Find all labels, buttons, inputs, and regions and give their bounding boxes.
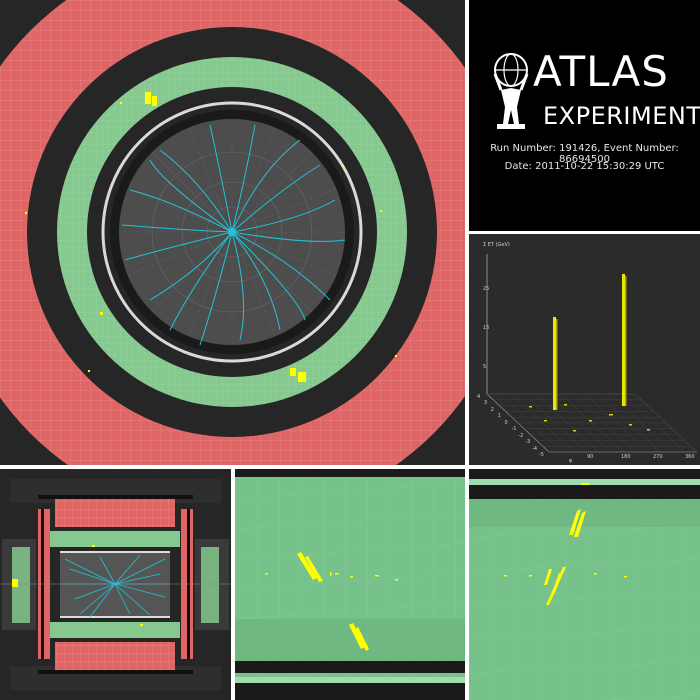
lego-x-tick: 360: [685, 454, 695, 460]
lego-plot: [486, 254, 698, 453]
lego-x-tick: 180: [621, 454, 631, 460]
experiment-logo-text: EXPERIMENT: [543, 102, 700, 130]
lego-eta-tick: 3: [483, 400, 488, 407]
solenoid-ring: [101, 101, 363, 363]
lego-y-tick: 15: [483, 325, 490, 331]
lego-y-tick: 25: [483, 286, 490, 292]
lego-small-towers: [529, 404, 650, 432]
end-view-panel: [0, 0, 465, 465]
lego-phi-label: φ: [569, 458, 573, 464]
end-view-display: [0, 0, 465, 465]
side-em-top: [50, 531, 180, 547]
lego-eta-tick: -5: [539, 452, 544, 458]
side-hadronic-top: [55, 499, 175, 527]
lego-peak-tower: [553, 317, 556, 410]
side-view-display: [0, 479, 231, 690]
lego-eta-tick: -1: [511, 426, 517, 433]
lego-eta-tick: 2: [490, 406, 494, 413]
atlas-figure-icon: [493, 53, 529, 129]
lego-peak-tower: [622, 274, 625, 406]
lego-peaks: [553, 274, 627, 410]
logo-panel: ATLAS EXPERIMENT Run Number: 191426, Eve…: [469, 0, 700, 231]
atlas-logo-text: ATLAS: [533, 47, 669, 96]
lego-eta-tick: -3: [525, 439, 531, 446]
zoom-view-2-display: [469, 469, 700, 700]
zoom-view-1-display: [235, 469, 465, 700]
zoom1-deposits: [265, 552, 398, 651]
energy-deposits: [25, 92, 397, 382]
run-event-number: Run Number: 191426, Event Number: 866945…: [490, 143, 679, 165]
lego-eta-tick: 0: [504, 419, 508, 426]
side-view-panel: [0, 469, 231, 700]
event-date: Date: 2011-10-22 15:30:29 UTC: [504, 161, 665, 172]
zoom-view-2: [469, 469, 700, 700]
lego-eta-tick: -2: [518, 432, 524, 439]
lego-x-tick: 90: [587, 454, 594, 460]
side-hadronic-bottom: [55, 642, 175, 670]
lego-eta-tick: 1: [497, 413, 501, 420]
lego-floor-grid: [486, 393, 698, 453]
lego-eta-tick: 4: [477, 394, 481, 400]
zoom-view-1: [235, 469, 465, 700]
lego-y-tick: 5: [483, 364, 487, 370]
lego-x-tick: 270: [653, 454, 663, 460]
lego-eta-tick: -4: [532, 445, 538, 452]
side-em-bottom: [50, 622, 180, 638]
track-bundle: [121, 124, 346, 346]
inner-detector-grid: [119, 119, 345, 345]
zoom2-deposits: [504, 483, 627, 605]
lego-axis-label: Σ ET (GeV): [483, 242, 510, 248]
